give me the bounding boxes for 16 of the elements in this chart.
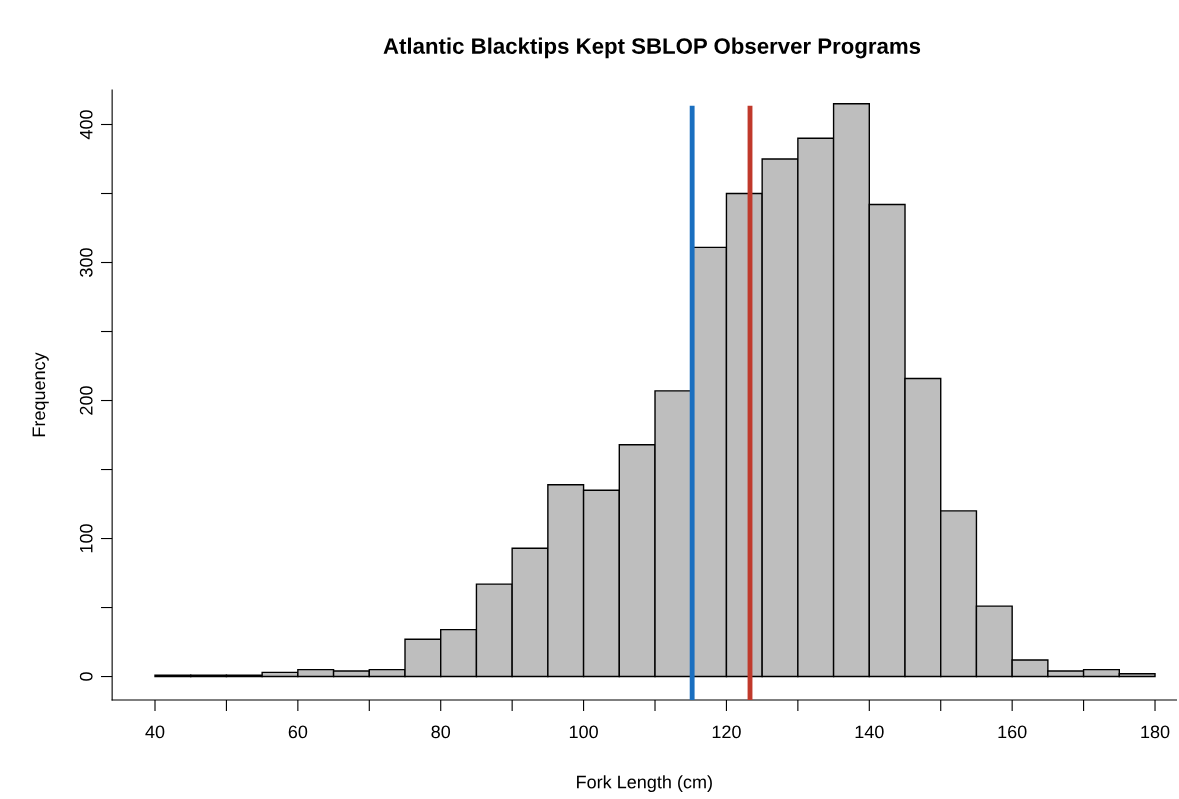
y-tick-label: 400	[79, 110, 93, 140]
x-tick-label: 140	[855, 725, 884, 739]
y-tick-label: 200	[79, 386, 93, 415]
y-tick-label: 100	[79, 524, 93, 553]
x-tick-label: 40	[145, 725, 165, 739]
x-tick-label: 120	[712, 725, 741, 739]
x-tick-label: 100	[569, 725, 598, 739]
x-tick-label: 80	[431, 725, 451, 739]
x-axis-title: Fork Length (cm)	[577, 775, 712, 792]
x-tick-label: 60	[288, 725, 308, 739]
x-tick-label: 180	[1141, 725, 1170, 739]
y-axis-title: Frequency	[32, 352, 49, 437]
y-tick-label: 300	[79, 248, 93, 277]
chart-title: Atlantic Blacktips Kept SBLOP Observer Programs	[383, 37, 921, 59]
x-tick-label: 160	[998, 725, 1027, 739]
y-tick-label: 0	[79, 672, 93, 681]
